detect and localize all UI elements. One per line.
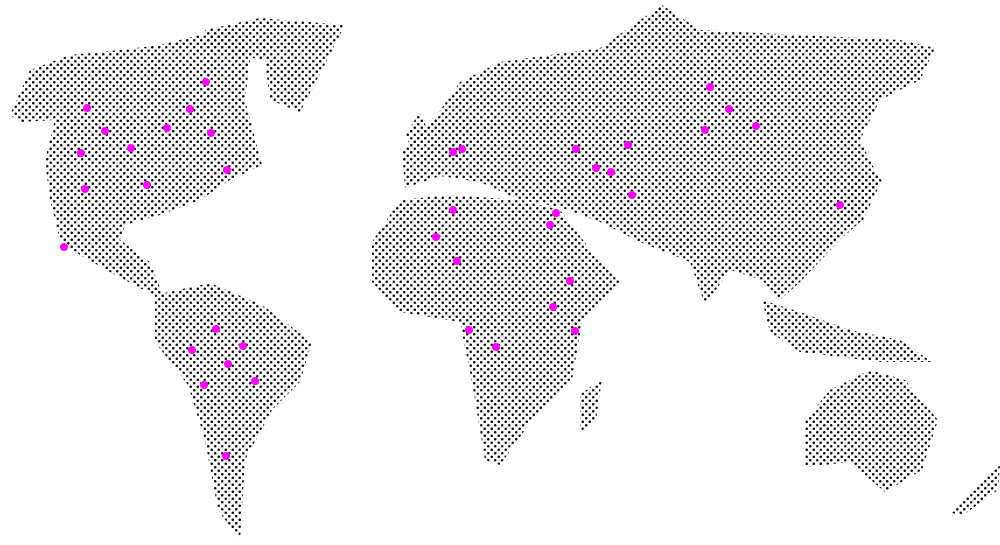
location-marker[interactable]: [186, 105, 194, 113]
location-marker[interactable]: [706, 83, 714, 91]
location-marker[interactable]: [212, 325, 220, 333]
location-marker[interactable]: [223, 166, 231, 174]
location-marker[interactable]: [752, 122, 760, 130]
location-marker[interactable]: [143, 181, 151, 189]
land-australia: [805, 370, 938, 492]
land-south-america: [155, 283, 312, 540]
location-marker[interactable]: [60, 243, 68, 251]
location-marker[interactable]: [701, 126, 709, 134]
location-marker[interactable]: [83, 104, 91, 112]
land-indonesia: [762, 300, 932, 362]
location-marker[interactable]: [202, 78, 210, 86]
location-marker[interactable]: [81, 185, 89, 193]
location-marker[interactable]: [77, 149, 85, 157]
location-marker[interactable]: [432, 233, 440, 241]
land-new-zealand: [950, 465, 1000, 516]
location-marker[interactable]: [836, 201, 844, 209]
land-eurasia: [402, 5, 935, 305]
location-marker[interactable]: [571, 327, 579, 335]
location-marker[interactable]: [566, 277, 574, 285]
location-marker[interactable]: [239, 342, 247, 350]
location-marker[interactable]: [200, 381, 208, 389]
location-marker[interactable]: [492, 343, 500, 351]
location-marker[interactable]: [188, 346, 196, 354]
location-marker[interactable]: [224, 360, 232, 368]
location-marker[interactable]: [592, 164, 600, 172]
location-marker[interactable]: [465, 326, 473, 334]
location-marker[interactable]: [127, 144, 135, 152]
location-marker[interactable]: [552, 209, 560, 217]
land-greenland: [205, 18, 345, 112]
land-africa: [372, 195, 622, 465]
location-marker[interactable]: [725, 105, 733, 113]
land-masses: [10, 5, 1000, 540]
location-marker[interactable]: [546, 221, 554, 229]
location-marker[interactable]: [628, 191, 636, 199]
location-marker[interactable]: [251, 377, 259, 385]
land-madagascar: [580, 378, 602, 432]
location-marker[interactable]: [449, 148, 457, 156]
location-marker[interactable]: [453, 257, 461, 265]
location-marker[interactable]: [101, 127, 109, 135]
land-uk: [405, 112, 432, 145]
land-japan: [835, 170, 882, 222]
location-marker[interactable]: [549, 303, 557, 311]
location-marker[interactable]: [222, 452, 230, 460]
land-north-america: [10, 30, 262, 300]
location-marker[interactable]: [163, 124, 171, 132]
location-marker[interactable]: [624, 141, 632, 149]
location-marker[interactable]: [607, 168, 615, 176]
location-marker[interactable]: [572, 145, 580, 153]
markers: [60, 78, 844, 460]
location-marker[interactable]: [207, 129, 215, 137]
location-marker[interactable]: [449, 206, 457, 214]
location-marker[interactable]: [458, 145, 466, 153]
